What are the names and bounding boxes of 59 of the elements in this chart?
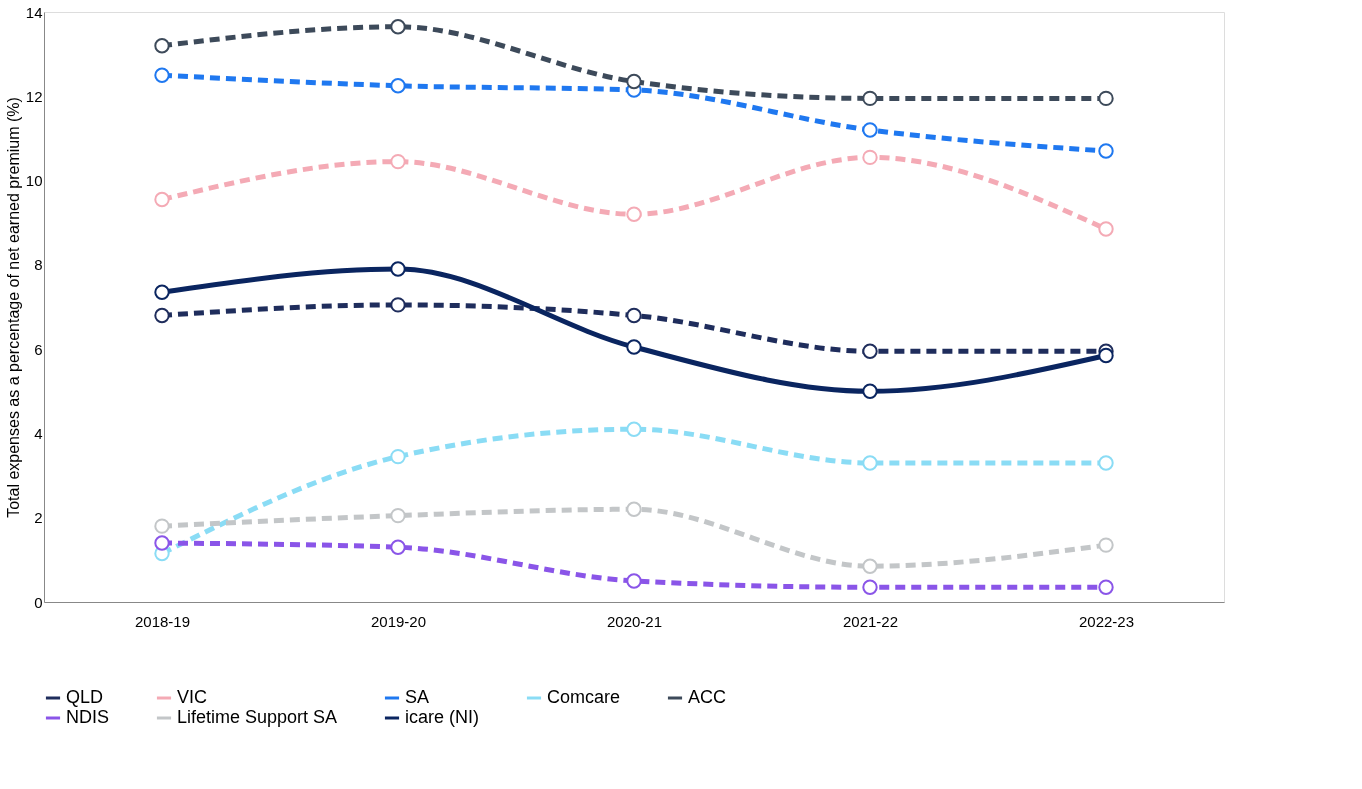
legend-label: icare (NI) xyxy=(405,707,480,727)
x-tick-label: 2019-20 xyxy=(370,612,427,630)
x-tick-label: 2022-23 xyxy=(1078,612,1135,630)
point xyxy=(390,539,406,555)
point xyxy=(390,507,406,524)
point xyxy=(862,558,878,574)
point xyxy=(626,307,642,324)
point xyxy=(154,307,170,324)
point xyxy=(154,67,170,83)
y-tick-label: 0 xyxy=(34,593,43,611)
point xyxy=(626,573,642,589)
y-tick-label: 12 xyxy=(25,87,43,105)
x-tick-label: 2020-21 xyxy=(606,612,663,630)
point xyxy=(862,455,878,471)
point xyxy=(1098,455,1114,471)
point xyxy=(390,78,406,94)
point xyxy=(626,73,642,90)
point xyxy=(862,149,878,166)
legend-label: Lifetime Support SA xyxy=(177,707,338,727)
point xyxy=(154,535,170,551)
y-tick-label: 6 xyxy=(34,340,43,358)
point xyxy=(154,284,170,300)
point xyxy=(862,343,878,359)
point xyxy=(626,339,642,355)
point xyxy=(626,421,642,437)
y-tick-label: 14 xyxy=(25,3,43,21)
point xyxy=(390,261,406,277)
point xyxy=(154,191,170,208)
legend-label: Comcare xyxy=(547,687,621,707)
point xyxy=(390,448,406,465)
point xyxy=(154,38,170,54)
y-tick-label: 8 xyxy=(34,256,43,274)
point xyxy=(154,518,170,534)
point xyxy=(1098,143,1114,159)
point xyxy=(1098,579,1114,595)
point xyxy=(1098,221,1114,237)
point xyxy=(1098,90,1114,107)
y-tick-label: 10 xyxy=(25,172,43,190)
point xyxy=(862,383,878,399)
y-tick-label: 2 xyxy=(34,509,43,527)
y-axis-title: Total expenses as a percentage of net earned premium (%) xyxy=(4,97,22,518)
point xyxy=(390,297,406,313)
legend-label: NDIS xyxy=(66,707,110,727)
point xyxy=(626,206,642,222)
point xyxy=(626,501,642,517)
point xyxy=(390,153,406,170)
point xyxy=(862,579,878,595)
legend-label: QLD xyxy=(66,687,104,707)
point xyxy=(862,122,878,138)
point xyxy=(1098,537,1114,553)
point xyxy=(1098,347,1114,364)
point xyxy=(390,19,406,35)
x-tick-label: 2021-22 xyxy=(842,612,899,630)
x-tick-label: 2018-19 xyxy=(134,612,191,630)
point xyxy=(862,90,878,107)
legend-label: SA xyxy=(405,687,430,707)
legend-label: ACC xyxy=(688,687,727,707)
legend-label: VIC xyxy=(177,687,208,707)
y-tick-label: 4 xyxy=(34,424,43,442)
